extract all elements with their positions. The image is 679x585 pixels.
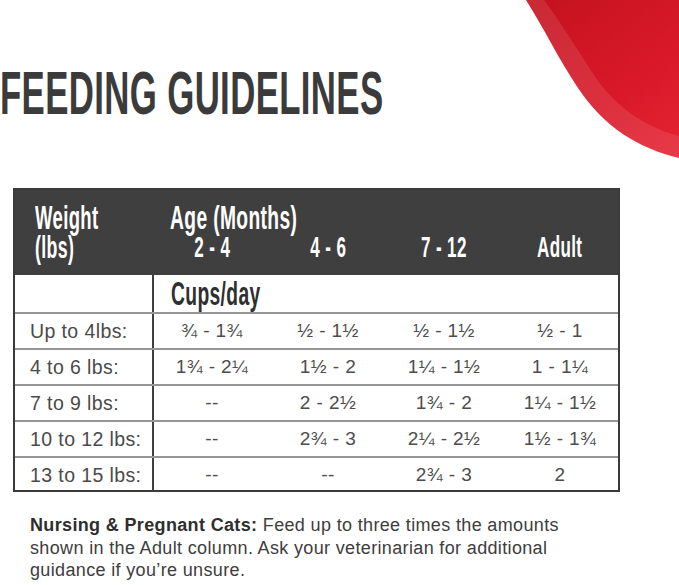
table-row: Up to 4lbs: ¾ - 1¾ ½ - 1½ ½ - 1½ ½ - 1	[15, 312, 618, 348]
cell-value: 2¾ - 3	[270, 422, 386, 456]
cell-value: ¾ - 1¾	[154, 314, 270, 348]
cell-value: 2¼ - 2½	[386, 422, 502, 456]
cell-value: ½ - 1½	[386, 314, 502, 348]
cell-value: ½ - 1½	[270, 314, 386, 348]
page-title: FEEDING GUIDELINES	[0, 63, 518, 123]
feeding-table: Weight Age (Months) (lbs) 2 - 4 4 - 6 7 …	[13, 188, 620, 492]
units-row: Cups/day	[15, 275, 618, 312]
cell-value: 2¾ - 3	[386, 458, 502, 492]
cell-value: ½ - 1	[502, 314, 618, 348]
table-row: 10 to 12 lbs: -- 2¾ - 3 2¼ - 2½ 1½ - 1¾	[15, 420, 618, 456]
header-age-months: Age (Months)	[154, 190, 618, 234]
table-row: 13 to 15 lbs: -- -- 2¾ - 3 2	[15, 456, 618, 492]
row-weight-label: 4 to 6 lbs:	[15, 350, 154, 384]
header-col-7-12: 7 - 12	[386, 234, 502, 275]
cell-value: --	[154, 386, 270, 420]
page-title-text: FEEDING GUIDELINES	[0, 54, 383, 132]
cell-value: 1½ - 1¾	[502, 422, 618, 456]
cell-value: --	[270, 458, 386, 492]
cell-value: --	[154, 458, 270, 492]
row-weight-label: 10 to 12 lbs:	[15, 422, 154, 456]
header-col-4-6: 4 - 6	[270, 234, 386, 275]
header-weight: Weight	[15, 190, 154, 234]
cell-value: 1¼ - 1½	[386, 350, 502, 384]
cell-value: 1½ - 2	[270, 350, 386, 384]
header-col-2-4: 2 - 4	[154, 234, 270, 275]
row-weight-label: Up to 4lbs:	[15, 314, 154, 348]
units-label: Cups/day	[154, 275, 618, 312]
footnote-line-1: Nursing & Pregnant Cats: Feed up to thre…	[30, 514, 660, 537]
cell-value: --	[154, 422, 270, 456]
footnote-line-3: guidance if you’re unsure.	[30, 559, 660, 582]
row-weight-label: 13 to 15 lbs:	[15, 458, 154, 492]
cell-value: 1¼ - 1½	[502, 386, 618, 420]
table-row: 4 to 6 lbs: 1¾ - 2¼ 1½ - 2 1¼ - 1½ 1 - 1…	[15, 348, 618, 384]
cell-value: 1¾ - 2¼	[154, 350, 270, 384]
table-row: 7 to 9 lbs: -- 2 - 2½ 1¾ - 2 1¼ - 1½	[15, 384, 618, 420]
feeding-table-body: Cups/day Up to 4lbs: ¾ - 1¾ ½ - 1½ ½ - 1…	[15, 275, 618, 492]
units-row-empty-cell	[15, 275, 154, 312]
cell-value: 2	[502, 458, 618, 492]
header-col-adult: Adult	[502, 234, 618, 275]
header-weight-units: (lbs)	[15, 234, 154, 275]
footnote-bold-lead: Nursing & Pregnant Cats:	[30, 515, 257, 535]
cell-value: 2 - 2½	[270, 386, 386, 420]
row-weight-label: 7 to 9 lbs:	[15, 386, 154, 420]
footnote-line-2: shown in the Adult column. Ask your vete…	[30, 537, 660, 560]
feeding-guidelines-panel: FEEDING GUIDELINES Weight Age (Months) (…	[0, 0, 679, 585]
cell-value: 1¾ - 2	[386, 386, 502, 420]
nursing-pregnant-footnote: Nursing & Pregnant Cats: Feed up to thre…	[30, 514, 660, 582]
cell-value: 1 - 1¼	[502, 350, 618, 384]
feeding-table-header: Weight Age (Months) (lbs) 2 - 4 4 - 6 7 …	[15, 190, 618, 275]
